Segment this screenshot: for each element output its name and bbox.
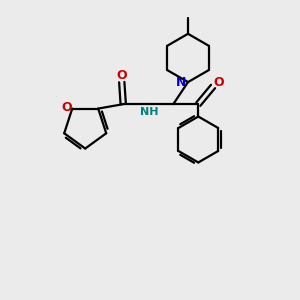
Text: O: O [116, 69, 127, 82]
Text: O: O [213, 76, 224, 89]
Text: NH: NH [140, 106, 158, 116]
Text: O: O [61, 100, 72, 114]
Text: N: N [176, 76, 187, 88]
